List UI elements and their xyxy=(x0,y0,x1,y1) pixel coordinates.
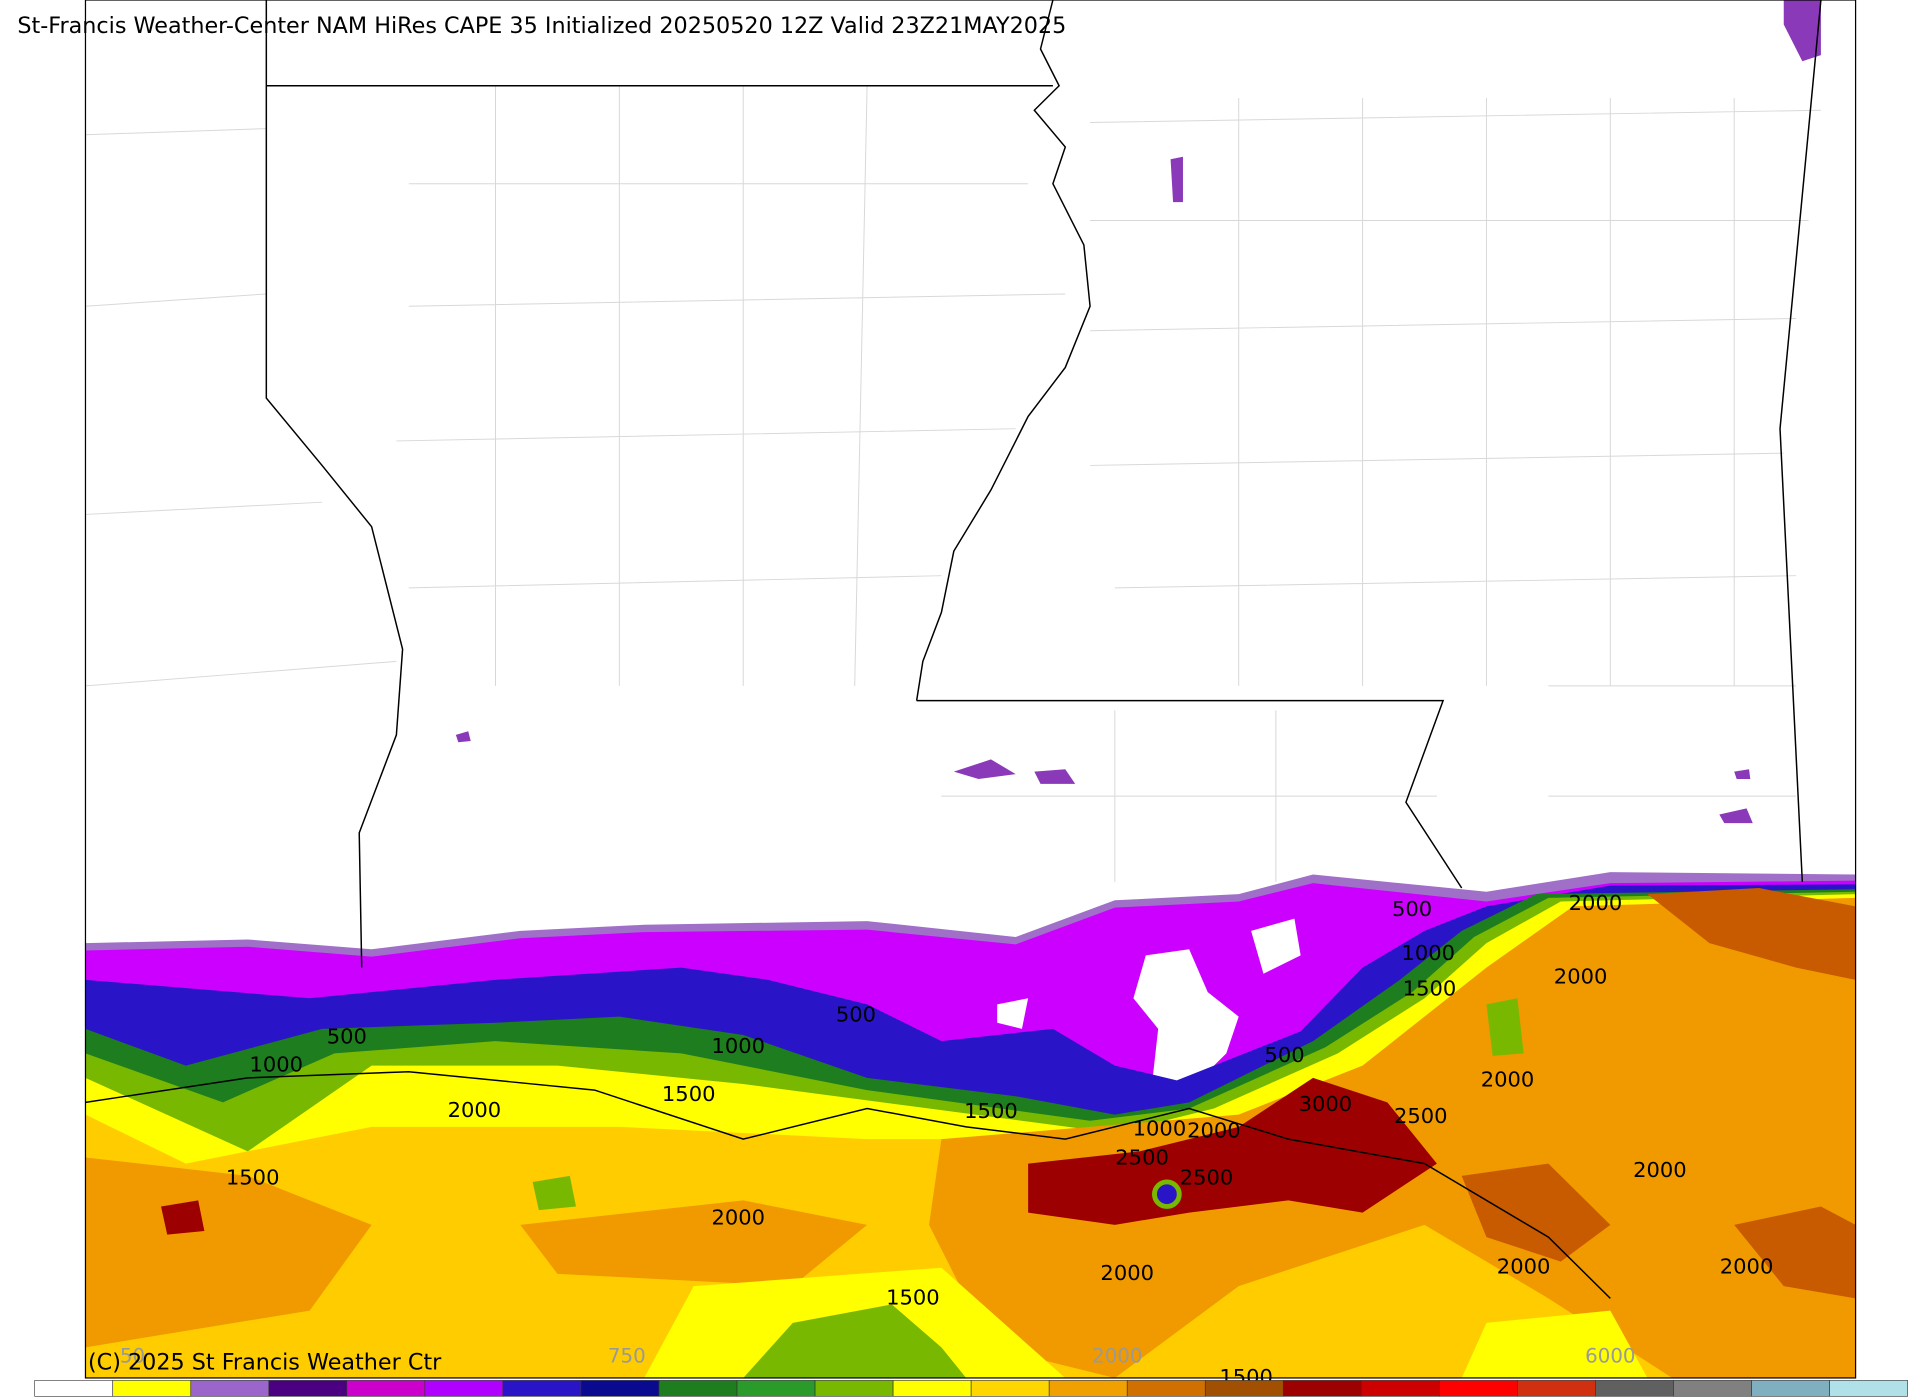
contour-label: 2000 xyxy=(1481,1067,1535,1091)
contour-label: 1000 xyxy=(1401,941,1455,965)
cape-hole xyxy=(997,918,1301,1091)
county-grid xyxy=(85,85,1821,882)
colorbar-swatch xyxy=(1517,1380,1596,1397)
contour-label: 500 xyxy=(836,1002,876,1026)
contour-label: 2000 xyxy=(1497,1255,1551,1279)
colorbar: 50 750 2000 6000 xyxy=(34,1345,1908,1397)
colorbar-swatch xyxy=(814,1380,894,1397)
contour-label: 2000 xyxy=(1554,965,1608,989)
county-lines xyxy=(85,85,1821,882)
contour-label: 2000 xyxy=(448,1098,502,1122)
cape-band-gold xyxy=(85,897,1856,1378)
colorbar-swatch xyxy=(1673,1380,1752,1397)
map-frame xyxy=(84,0,1857,1379)
colorbar-swatch xyxy=(268,1380,348,1397)
border-louisiana-mississippi xyxy=(916,699,1463,889)
contour-label: 2000 xyxy=(711,1206,765,1230)
map-title: St-Francis Weather-Center NAM HiRes CAPE… xyxy=(17,13,1066,39)
contour-label: 2000 xyxy=(1187,1119,1241,1143)
contour-label: 1000 xyxy=(1133,1116,1187,1140)
colorbar-swatch xyxy=(190,1380,270,1397)
colorbar-swatch xyxy=(1048,1380,1128,1397)
colorbar-swatch xyxy=(658,1380,738,1397)
colorbar-swatch xyxy=(1751,1380,1830,1397)
coastline xyxy=(85,1071,1611,1299)
colorbar-swatch xyxy=(1204,1380,1284,1397)
colorbar-swatch xyxy=(580,1380,660,1397)
colorbar-swatch xyxy=(1595,1380,1674,1397)
contour-label: 2000 xyxy=(1633,1158,1687,1182)
copyright: (C) 2025 St Francis Weather Ctr xyxy=(88,1350,442,1376)
colorbar-swatch xyxy=(1126,1380,1206,1397)
colorbar-swatch xyxy=(502,1380,582,1397)
cape-fill xyxy=(85,0,1856,1378)
colorbar-swatch xyxy=(1439,1380,1518,1397)
colorbar-label: 2000 xyxy=(1092,1345,1142,1368)
cape-band-dark-orange xyxy=(1461,888,1856,1299)
contour-label: 2500 xyxy=(1115,1146,1169,1170)
contour-label: 2000 xyxy=(1100,1261,1154,1285)
colorbar-swatch xyxy=(112,1380,192,1397)
border-alabama xyxy=(1779,0,1822,882)
contour-label: 2500 xyxy=(1180,1165,1234,1189)
contour-label: 500 xyxy=(1264,1043,1304,1067)
contour-label: 1500 xyxy=(662,1082,716,1106)
cape-band-orange xyxy=(85,897,1856,1378)
border-texas-louisiana xyxy=(265,0,404,968)
contour-label: 2500 xyxy=(1394,1104,1448,1128)
contour-label: 1500 xyxy=(1403,977,1457,1001)
colorbar-swatch xyxy=(34,1380,114,1397)
contour-label: 2000 xyxy=(1720,1255,1774,1279)
contour-label: 1500 xyxy=(964,1099,1018,1123)
contour-label: 1500 xyxy=(226,1165,280,1189)
colorbar-swatch xyxy=(1829,1380,1908,1397)
colorbar-swatch xyxy=(346,1380,426,1397)
contour-label: 1000 xyxy=(249,1053,303,1077)
border-mississippi-river xyxy=(915,0,1091,701)
cape-cell xyxy=(1152,1179,1182,1209)
colorbar-swatch xyxy=(970,1380,1050,1397)
contour-label: 500 xyxy=(1392,897,1432,921)
cape-band-dark-red xyxy=(161,1077,1437,1235)
colorbar-swatch xyxy=(424,1380,504,1397)
contour-label: 2000 xyxy=(1569,891,1623,915)
contour-label: 500 xyxy=(327,1025,367,1049)
colorbar-label: 50 xyxy=(120,1345,145,1368)
colorbar-swatch xyxy=(1361,1380,1440,1397)
contour-label: 1000 xyxy=(711,1034,765,1058)
state-borders xyxy=(85,0,1822,1299)
colorbar-label: 750 xyxy=(608,1345,646,1368)
contour-label: 3000 xyxy=(1299,1092,1353,1116)
colorbar-swatch xyxy=(1282,1380,1362,1397)
colorbar-swatch xyxy=(892,1380,972,1397)
colorbar-label: 6000 xyxy=(1585,1345,1635,1368)
contour-label: 1500 xyxy=(886,1285,940,1309)
colorbar-swatch xyxy=(736,1380,816,1397)
